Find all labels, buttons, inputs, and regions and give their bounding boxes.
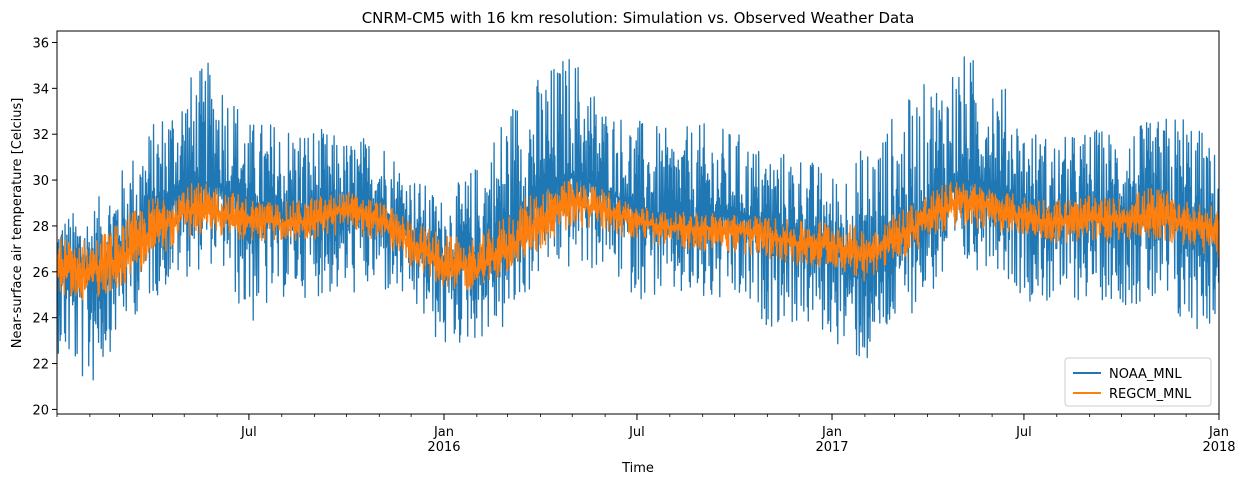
x-tick-label: Jan xyxy=(433,425,454,440)
legend: NOAA_MNL REGCM_MNL xyxy=(1064,357,1212,407)
x-tick-sublabel: 2018 xyxy=(1202,440,1235,455)
x-tick-label: Jul xyxy=(628,425,645,440)
plot-area xyxy=(57,56,1219,381)
legend-box xyxy=(1064,357,1212,407)
y-tick-label: 30 xyxy=(32,174,49,189)
x-tick-label: Jul xyxy=(1015,425,1032,440)
x-axis-title: Time xyxy=(621,461,654,476)
y-tick-label: 24 xyxy=(32,312,49,327)
series-line-regcm-mnl xyxy=(57,180,1219,301)
chart-title: CNRM-CM5 with 16 km resolution: Simulati… xyxy=(362,9,915,27)
x-tick-sublabel: 2016 xyxy=(427,440,460,455)
x-tick-sublabel: 2017 xyxy=(815,440,848,455)
y-tick-label: 22 xyxy=(32,358,49,373)
legend-label: NOAA_MNL xyxy=(1109,367,1182,382)
series-group xyxy=(57,56,1219,381)
y-tick-label: 32 xyxy=(32,128,49,143)
x-tick-label: Jan xyxy=(1208,425,1229,440)
plot-frame xyxy=(56,30,1220,415)
y-tick-label: 26 xyxy=(32,266,49,281)
y-axis-title: Near-surface air temperature [Celcius] xyxy=(10,98,25,349)
legend-label: REGCM_MNL xyxy=(1109,387,1192,402)
y-tick-label: 28 xyxy=(32,220,49,235)
y-tick-label: 36 xyxy=(32,36,49,51)
y-tick-label: 20 xyxy=(32,403,49,418)
y-tick-label: 34 xyxy=(32,82,49,97)
x-tick-label: Jul xyxy=(240,425,257,440)
x-tick-label: Jan xyxy=(821,425,842,440)
